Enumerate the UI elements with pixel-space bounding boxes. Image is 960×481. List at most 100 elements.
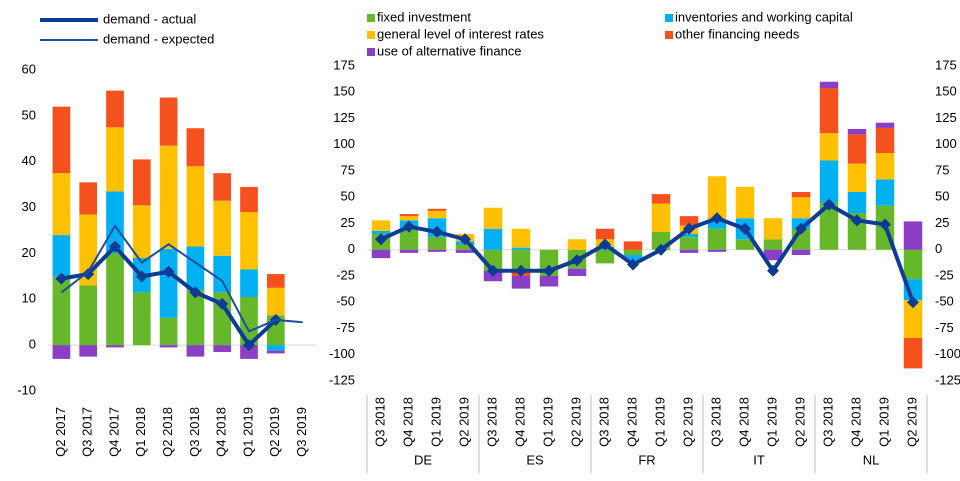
x-tick-label: Q4 2018 bbox=[400, 397, 415, 447]
marker bbox=[216, 297, 229, 310]
marker bbox=[711, 212, 723, 225]
bar-segment bbox=[266, 274, 285, 288]
bar-segment bbox=[213, 173, 232, 201]
bar-segment bbox=[903, 221, 923, 250]
bar-segment bbox=[213, 200, 232, 256]
bar-segment bbox=[847, 163, 867, 192]
x-tick-label: Q3 2018 bbox=[596, 397, 611, 447]
x-tick-label: Q2 2017 bbox=[53, 407, 68, 457]
bar-segment bbox=[240, 186, 258, 213]
marker bbox=[403, 220, 415, 233]
bar-segment bbox=[735, 239, 755, 250]
x-tick-label: Q2 2019 bbox=[904, 397, 919, 447]
bar-segment bbox=[791, 197, 811, 219]
y2-tick-label: 150 bbox=[935, 84, 957, 99]
bar-segment bbox=[847, 192, 867, 213]
x-tick-label: Q3 2017 bbox=[80, 407, 95, 457]
bar-segment bbox=[186, 345, 205, 357]
bar-segment bbox=[679, 216, 699, 226]
bar-segment bbox=[819, 133, 839, 161]
y-tick-label: 150 bbox=[333, 84, 355, 99]
x-tick-label: Q2 2019 bbox=[267, 407, 282, 457]
x-tick-label: Q4 2018 bbox=[214, 407, 229, 457]
bar-segment bbox=[106, 90, 124, 128]
bar-segment bbox=[651, 194, 671, 204]
bar-segment bbox=[186, 246, 205, 291]
y2-tick-label: 0 bbox=[935, 241, 942, 256]
right-legend: fixed investment inventories and working… bbox=[367, 9, 853, 58]
bar-segment bbox=[567, 239, 587, 250]
bar-segment bbox=[371, 230, 391, 234]
bar-segment bbox=[651, 203, 671, 232]
bar-segment bbox=[679, 237, 699, 250]
y-tick-label: 75 bbox=[341, 162, 355, 177]
bar-segment bbox=[240, 212, 258, 270]
bar-segment bbox=[159, 248, 178, 318]
y2-tick-label: 125 bbox=[935, 110, 957, 125]
bar-segment bbox=[623, 249, 643, 255]
legend-label: demand - expected bbox=[103, 31, 214, 46]
y2-tick-label: 25 bbox=[935, 215, 949, 230]
bar-segment bbox=[903, 300, 923, 338]
legend-label: general level of interest rates bbox=[377, 26, 544, 41]
marker bbox=[375, 233, 387, 246]
bar-segment bbox=[539, 276, 559, 287]
bar-segment bbox=[240, 269, 258, 297]
bar-segment bbox=[213, 345, 232, 353]
marker bbox=[627, 258, 639, 271]
marker bbox=[879, 218, 891, 231]
bar-segment bbox=[791, 249, 811, 255]
marker bbox=[162, 265, 175, 278]
bar-segment bbox=[186, 290, 205, 346]
x-tick-label: Q4 2018 bbox=[512, 397, 527, 447]
marker bbox=[459, 233, 471, 246]
x-tick-label: Q3 2018 bbox=[820, 397, 835, 447]
bar-segment bbox=[679, 234, 699, 238]
bar-segment bbox=[427, 249, 447, 252]
group-label: ES bbox=[526, 452, 544, 467]
bar-segment bbox=[763, 239, 783, 250]
y-tick-label: 0 bbox=[29, 337, 36, 352]
bar-segment bbox=[399, 216, 419, 221]
legend-swatch bbox=[367, 14, 375, 22]
x-tick-label: Q3 2018 bbox=[372, 397, 387, 447]
line bbox=[60, 224, 303, 333]
bar-segment bbox=[132, 205, 151, 259]
y-tick-label: -100 bbox=[329, 346, 355, 361]
bar-segment bbox=[763, 249, 783, 261]
legend-label: fixed investment bbox=[377, 9, 471, 24]
bar-segment bbox=[623, 241, 643, 250]
y2-tick-label: 50 bbox=[935, 189, 949, 204]
bar-segment bbox=[371, 220, 391, 231]
group-label: DE bbox=[414, 452, 432, 467]
bar-segment bbox=[819, 202, 839, 250]
y-tick-label: 100 bbox=[333, 136, 355, 151]
marker bbox=[135, 270, 148, 283]
marker bbox=[907, 296, 919, 309]
bar-segment bbox=[511, 228, 531, 248]
bar-segment bbox=[679, 249, 699, 253]
y-tick-label: -10 bbox=[17, 382, 36, 397]
bar-segment bbox=[735, 186, 755, 219]
y2-tick-label: -100 bbox=[935, 346, 960, 361]
bar-segment bbox=[763, 218, 783, 240]
x-tick-label: Q2 2018 bbox=[160, 407, 175, 457]
bar-segment bbox=[707, 176, 727, 221]
y-tick-label: 25 bbox=[341, 215, 355, 230]
x-tick-label: Q3 2018 bbox=[484, 397, 499, 447]
marker bbox=[599, 238, 611, 251]
y-tick-label: -50 bbox=[336, 294, 355, 309]
x-tick-label: Q1 2018 bbox=[133, 407, 148, 457]
x-tick-label: Q2 2019 bbox=[456, 397, 471, 447]
y-tick-label: 20 bbox=[22, 245, 36, 260]
y2-tick-label: 100 bbox=[935, 136, 957, 151]
x-tick-label: Q2 2019 bbox=[792, 397, 807, 447]
bar-segment bbox=[52, 173, 71, 236]
bar-segment bbox=[875, 179, 895, 206]
bar-segment bbox=[875, 153, 895, 180]
x-tick-label: Q1 2019 bbox=[428, 397, 443, 447]
marker bbox=[571, 254, 583, 267]
bar-segment bbox=[623, 255, 643, 261]
bar-segment bbox=[213, 255, 232, 293]
marker bbox=[109, 240, 121, 253]
